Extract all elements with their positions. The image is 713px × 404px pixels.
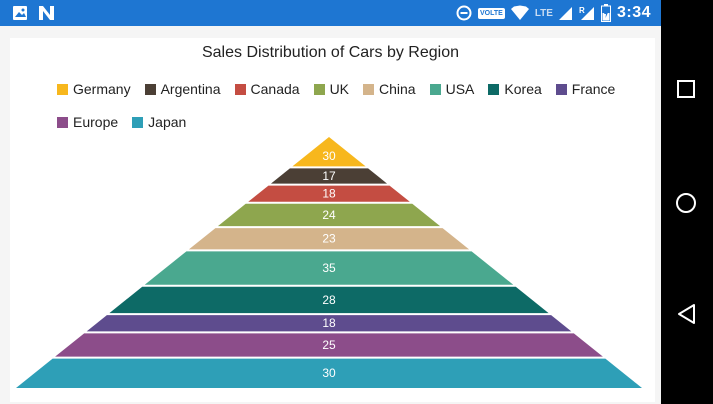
status-bar: VOLTE LTE R 3:34 — [0, 0, 661, 26]
data-saver-icon — [456, 5, 472, 21]
legend-swatch — [144, 83, 156, 95]
status-time: 3:34 — [616, 4, 651, 21]
app-content: Sales Distribution of Cars by Region Ger… — [0, 26, 661, 404]
legend-swatch — [234, 83, 246, 95]
data-label-germany: 30 — [322, 149, 336, 163]
volte-badge: VOLTE — [477, 7, 505, 19]
legend-swatch — [429, 83, 441, 95]
legend-swatch — [313, 83, 325, 95]
legend-item-korea[interactable]: Korea — [488, 81, 542, 97]
data-label-france: 18 — [322, 316, 336, 330]
roaming-label: R — [579, 6, 585, 15]
legend-label: Japan — [148, 114, 187, 130]
legend-label: USA — [445, 81, 475, 97]
pyramid-segment-europe[interactable] — [55, 333, 603, 357]
pyramid-segment-germany[interactable] — [292, 137, 366, 167]
data-label-china: 23 — [322, 232, 336, 246]
pyramid-segment-china[interactable] — [188, 228, 470, 250]
legend-swatch — [57, 83, 68, 95]
pyramid-chart: 30 17 18 24 23 35 28 18 25 30 — [16, 137, 642, 388]
image-notification-icon — [13, 6, 27, 20]
chart-title: Sales Distribution of Cars by Region — [201, 44, 459, 61]
legend-item-usa[interactable]: USA — [429, 81, 475, 97]
legend-item-canada[interactable]: Canada — [234, 81, 300, 97]
legend-label: Europe — [73, 114, 119, 130]
status-left-icons — [12, 5, 72, 26]
legend-label: UK — [329, 81, 350, 97]
legend-label: France — [571, 81, 616, 97]
legend-swatch — [57, 116, 68, 128]
pyramid-segment-uk[interactable] — [217, 203, 441, 227]
recents-button[interactable] — [677, 80, 695, 98]
data-label-korea: 28 — [322, 293, 336, 307]
recents-icon — [677, 80, 695, 98]
back-icon — [678, 304, 695, 324]
pyramid-segment-argentina[interactable] — [270, 168, 388, 184]
legend-label: Canada — [250, 81, 300, 97]
pyramid-segment-usa[interactable] — [144, 251, 514, 285]
data-label-usa: 35 — [322, 261, 336, 275]
legend-label: China — [379, 81, 416, 97]
lte-label: LTE — [534, 7, 553, 19]
battery-icon — [600, 4, 611, 22]
legend-item-china[interactable]: China — [363, 81, 416, 97]
wifi-icon — [510, 5, 529, 20]
legend-swatch — [488, 83, 500, 95]
navigation-bar — [661, 0, 713, 404]
roaming-signal-icon: R — [579, 6, 594, 20]
legend-item-france[interactable]: France — [555, 81, 616, 97]
legend-row-1: Germany Argentina Canada UK China USA Korea Fra… — [57, 81, 629, 97]
home-icon — [676, 193, 696, 213]
pyramid-segment-korea[interactable] — [109, 286, 549, 314]
data-label-canada: 18 — [322, 187, 336, 201]
data-label-europe: 25 — [322, 338, 336, 352]
data-label-japan: 30 — [322, 366, 336, 380]
legend-label: Korea — [504, 81, 542, 97]
home-button[interactable] — [676, 193, 696, 213]
legend-swatch — [132, 116, 144, 128]
status-right-icons: VOLTE LTE R 3:34 — [456, 0, 651, 26]
legend-item-argentina[interactable]: Argentina — [144, 81, 221, 97]
back-button[interactable] — [678, 304, 695, 324]
legend-item-uk[interactable]: UK — [313, 81, 350, 97]
legend-swatch — [363, 83, 375, 95]
legend-swatch — [555, 83, 567, 95]
legend-item-germany[interactable]: Germany — [57, 81, 131, 97]
pyramid-segment-france[interactable] — [86, 315, 572, 332]
pyramid-segment-japan[interactable] — [16, 358, 642, 388]
legend-row-2: Europe Japan — [57, 114, 200, 130]
legend-label: Germany — [73, 81, 131, 97]
legend-item-europe[interactable]: Europe — [57, 114, 118, 130]
legend-item-japan[interactable]: Japan — [132, 114, 186, 130]
data-label-uk: 24 — [322, 208, 336, 222]
data-label-argentina: 17 — [322, 169, 336, 183]
pyramid-segment-canada[interactable] — [248, 185, 410, 202]
n-notification-icon — [39, 6, 54, 20]
legend-label: Argentina — [160, 81, 221, 97]
signal-icon — [558, 7, 572, 20]
